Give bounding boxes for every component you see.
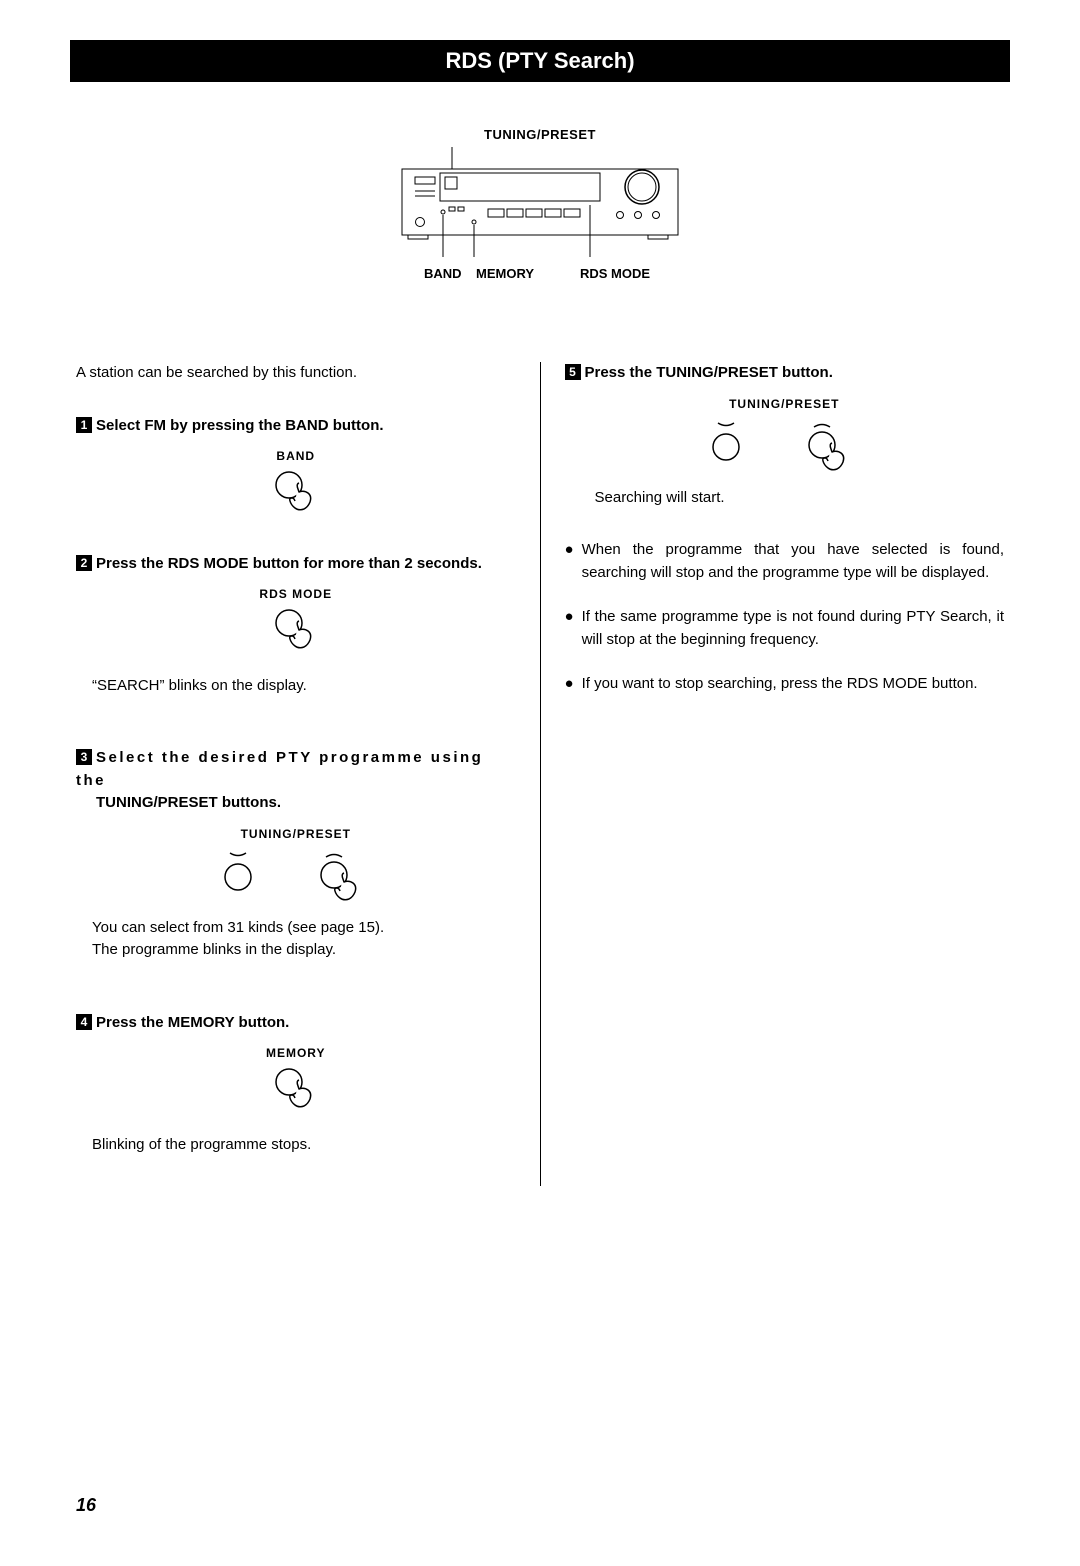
step-4-note: Blinking of the programme stops. bbox=[92, 1134, 516, 1157]
step-4: 4Press the MEMORY button. MEMORY Blinkin… bbox=[76, 1012, 516, 1157]
tuning-down-icon bbox=[220, 849, 266, 901]
bullet-list: ● When the programme that you have selec… bbox=[565, 539, 1005, 696]
step-2-note: “SEARCH” blinks on the display. bbox=[92, 675, 516, 698]
left-column: A station can be searched by this functi… bbox=[70, 362, 540, 1186]
step-3-icon-label: TUNING/PRESET bbox=[76, 825, 516, 843]
bullet-3-text: If you want to stop searching, press the… bbox=[582, 673, 978, 696]
step-1-title: Select FM by pressing the BAND button. bbox=[96, 417, 384, 434]
step-2-icon: RDS MODE bbox=[76, 585, 516, 661]
hand-press-icon bbox=[271, 469, 321, 515]
step-2-num: 2 bbox=[76, 555, 92, 571]
step-4-heading: 4Press the MEMORY button. bbox=[76, 1012, 516, 1035]
bullet-1: ● When the programme that you have selec… bbox=[565, 539, 1005, 584]
step-5-note: Searching will start. bbox=[595, 487, 1005, 510]
step-2: 2Press the RDS MODE button for more than… bbox=[76, 553, 516, 698]
step-3-title-a: Select the desired PTY programme using t… bbox=[76, 749, 483, 789]
step-5-icon-label: TUNING/PRESET bbox=[565, 395, 1005, 413]
step-3-title-b: TUNING/PRESET buttons. bbox=[96, 792, 516, 815]
step-1-heading: 1Select FM by pressing the BAND button. bbox=[76, 415, 516, 438]
bullet-dot-icon: ● bbox=[565, 606, 574, 651]
tuning-up-hand-icon bbox=[316, 847, 372, 903]
step-1-icon: BAND bbox=[76, 447, 516, 523]
content-columns: A station can be searched by this functi… bbox=[70, 362, 1010, 1186]
tuning-up-hand-icon bbox=[804, 417, 860, 473]
bullet-1-text: When the programme that you have selecte… bbox=[582, 539, 1004, 584]
bullet-2: ● If the same programme type is not foun… bbox=[565, 606, 1005, 651]
step-5-icon: TUNING/PRESET bbox=[565, 395, 1005, 473]
step-5-heading: 5Press the TUNING/PRESET button. bbox=[565, 362, 1005, 385]
tuning-down-icon bbox=[708, 419, 754, 471]
step-3: 3Select the desired PTY programme using … bbox=[76, 747, 516, 962]
device-diagram-section: TUNING/PRESET bbox=[0, 127, 1080, 262]
right-column: 5Press the TUNING/PRESET button. TUNING/… bbox=[540, 362, 1011, 1186]
step-3-note-a: You can select from 31 kinds (see page 1… bbox=[92, 917, 516, 940]
bullet-2-text: If the same programme type is not found … bbox=[582, 606, 1004, 651]
step-4-icon-label: MEMORY bbox=[76, 1044, 516, 1062]
step-2-heading: 2Press the RDS MODE button for more than… bbox=[76, 553, 516, 576]
intro-text: A station can be searched by this functi… bbox=[76, 362, 516, 385]
step-5-title: Press the TUNING/PRESET button. bbox=[585, 364, 833, 381]
step-1: 1Select FM by pressing the BAND button. … bbox=[76, 415, 516, 523]
bullet-dot-icon: ● bbox=[565, 673, 574, 696]
step-1-num: 1 bbox=[76, 417, 92, 433]
step-5-num: 5 bbox=[565, 364, 581, 380]
label-rds-mode: RDS MODE bbox=[580, 266, 650, 281]
step-3-note-b: The programme blinks in the display. bbox=[92, 939, 516, 962]
step-5: 5Press the TUNING/PRESET button. TUNING/… bbox=[565, 362, 1005, 509]
page-number: 16 bbox=[76, 1495, 96, 1516]
device-top-label: TUNING/PRESET bbox=[0, 127, 1080, 142]
page-title: RDS (PTY Search) bbox=[445, 48, 634, 73]
step-4-title: Press the MEMORY button. bbox=[96, 1014, 289, 1031]
label-memory: MEMORY bbox=[476, 266, 534, 281]
step-3-num: 3 bbox=[76, 749, 92, 765]
step-2-icon-label: RDS MODE bbox=[76, 585, 516, 603]
bullet-dot-icon: ● bbox=[565, 539, 574, 584]
step-3-icon: TUNING/PRESET bbox=[76, 825, 516, 903]
label-band: BAND bbox=[424, 266, 462, 281]
step-1-icon-label: BAND bbox=[76, 447, 516, 465]
step-2-title: Press the RDS MODE button for more than … bbox=[96, 555, 482, 572]
step-4-num: 4 bbox=[76, 1014, 92, 1030]
hand-press-icon bbox=[271, 1066, 321, 1112]
bullet-3: ● If you want to stop searching, press t… bbox=[565, 673, 1005, 696]
page-title-bar: RDS (PTY Search) bbox=[70, 40, 1010, 82]
step-3-heading: 3Select the desired PTY programme using … bbox=[76, 747, 516, 815]
hand-press-icon bbox=[271, 607, 321, 653]
step-4-icon: MEMORY bbox=[76, 1044, 516, 1120]
device-illustration bbox=[390, 147, 690, 262]
